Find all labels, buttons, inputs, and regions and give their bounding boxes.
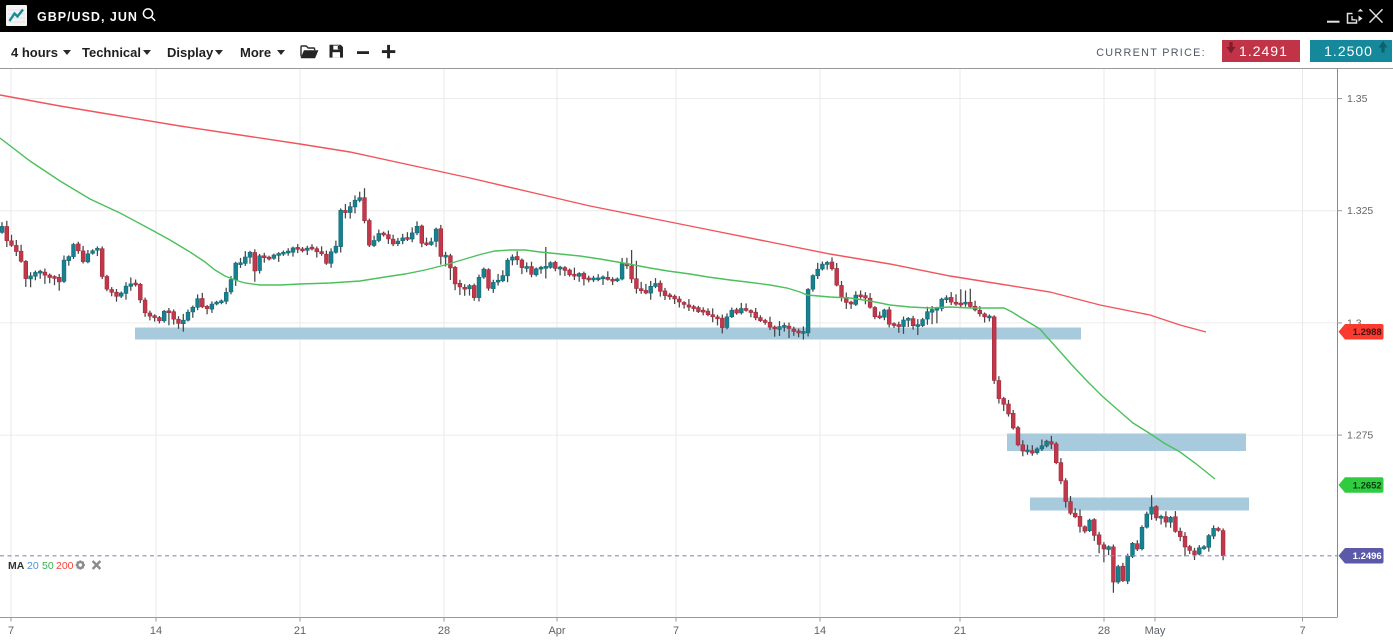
svg-text:1.2652: 1.2652 bbox=[1353, 480, 1382, 491]
svg-text:Apr: Apr bbox=[548, 625, 565, 637]
svg-text:28: 28 bbox=[1098, 625, 1110, 637]
svg-text:1.2988: 1.2988 bbox=[1353, 327, 1382, 338]
svg-text:7: 7 bbox=[673, 625, 679, 637]
svg-text:MA: MA bbox=[8, 560, 25, 572]
svg-text:50: 50 bbox=[42, 560, 54, 572]
svg-text:7: 7 bbox=[1299, 625, 1305, 637]
svg-text:May: May bbox=[1145, 625, 1166, 637]
svg-text:21: 21 bbox=[294, 625, 306, 637]
svg-text:7: 7 bbox=[8, 625, 14, 637]
svg-text:1.35: 1.35 bbox=[1347, 93, 1368, 105]
svg-text:1.2496: 1.2496 bbox=[1353, 551, 1382, 562]
svg-text:21: 21 bbox=[954, 625, 966, 637]
svg-text:1.325: 1.325 bbox=[1347, 205, 1373, 217]
svg-text:20: 20 bbox=[27, 560, 39, 572]
svg-text:14: 14 bbox=[150, 625, 162, 637]
svg-text:200: 200 bbox=[56, 560, 74, 572]
svg-text:14: 14 bbox=[814, 625, 826, 637]
svg-text:28: 28 bbox=[438, 625, 450, 637]
svg-text:1.275: 1.275 bbox=[1347, 430, 1373, 442]
